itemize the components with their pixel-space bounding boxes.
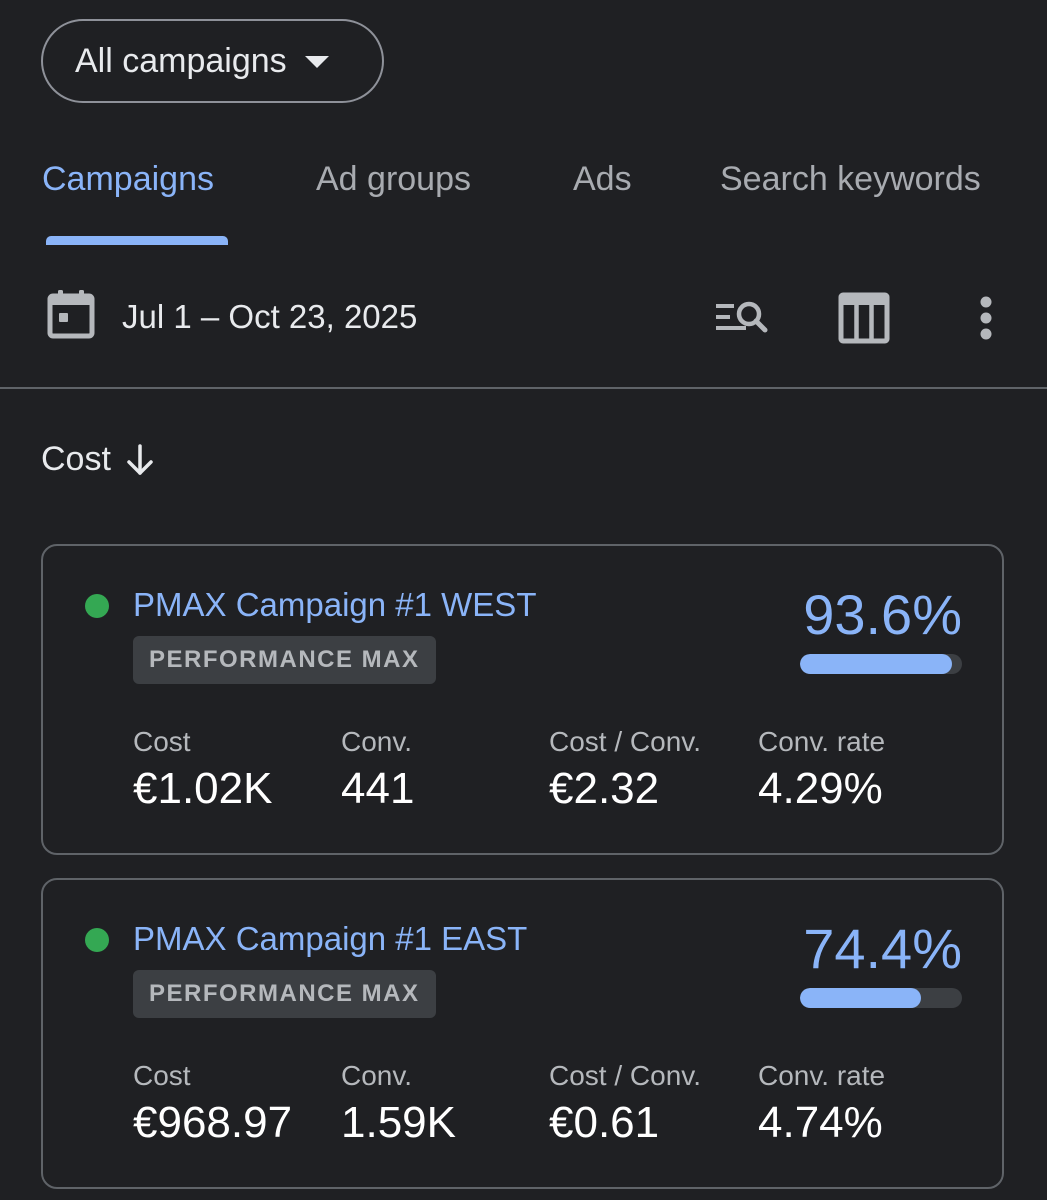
toolbar: Jul 1 – Oct 23, 2025: [0, 280, 1047, 356]
toolbar-divider: [0, 387, 1047, 389]
tab-search-keywords[interactable]: Search keywords: [720, 160, 981, 198]
metric-label: Conv.: [341, 726, 413, 757]
metric-label: Cost: [133, 726, 191, 757]
optimization-score[interactable]: 74.4%: [803, 917, 962, 980]
metric-value: 441: [341, 764, 415, 813]
optimization-score-fill: [800, 988, 921, 1008]
metric-cost: Cost €1.02K: [133, 726, 272, 814]
more-vert-icon[interactable]: [956, 288, 1016, 348]
metric-value: 4.29%: [758, 764, 883, 813]
metric-value: 4.74%: [758, 1098, 883, 1147]
sort-label: Cost: [41, 440, 111, 478]
metric-label: Conv. rate: [758, 726, 886, 757]
metric-value: €0.61: [549, 1098, 660, 1147]
metric-conversions: Conv. 1.59K: [341, 1060, 456, 1148]
metric-label: Cost / Conv.: [549, 1060, 701, 1091]
metric-value: 1.59K: [341, 1098, 456, 1147]
metric-label: Cost / Conv.: [549, 726, 701, 757]
metric-conversion-rate: Conv. rate 4.74%: [758, 1060, 885, 1148]
metric-conversion-rate: Conv. rate 4.29%: [758, 726, 885, 814]
sort-control[interactable]: Cost: [41, 440, 155, 479]
metric-cost: Cost €968.97: [133, 1060, 292, 1148]
columns-icon[interactable]: [834, 288, 894, 348]
campaign-filter-label: All campaigns: [75, 41, 287, 80]
tab-ads[interactable]: Ads: [573, 160, 632, 198]
calendar-icon[interactable]: [46, 288, 96, 340]
active-tab-indicator: [46, 236, 228, 245]
tab-bar: Campaigns Ad groups Ads Search keywords: [0, 140, 1047, 245]
campaign-filter-dropdown[interactable]: All campaigns: [41, 19, 384, 103]
filter-search-icon[interactable]: [712, 288, 772, 348]
metric-conversions: Conv. 441: [341, 726, 414, 814]
metric-value: €968.97: [133, 1098, 293, 1147]
campaign-type-badge: PERFORMANCE MAX: [133, 970, 436, 1018]
campaign-name[interactable]: PMAX Campaign #1 EAST: [133, 920, 528, 957]
dropdown-caret-icon: [304, 56, 329, 68]
metric-cost-per-conversion: Cost / Conv. €2.32: [549, 726, 701, 814]
optimization-score[interactable]: 93.6%: [803, 583, 962, 646]
metric-value: €1.02K: [133, 764, 273, 813]
metric-cost-per-conversion: Cost / Conv. €0.61: [549, 1060, 701, 1148]
campaign-name[interactable]: PMAX Campaign #1 WEST: [133, 586, 537, 623]
arrow-down-icon: [127, 443, 153, 475]
metric-label: Conv.: [341, 1060, 413, 1091]
campaign-card[interactable]: PMAX Campaign #1 EAST PERFORMANCE MAX 74…: [41, 878, 1004, 1189]
campaign-card[interactable]: PMAX Campaign #1 WEST PERFORMANCE MAX 93…: [41, 544, 1004, 855]
optimization-score-fill: [800, 654, 952, 674]
tab-campaigns[interactable]: Campaigns: [42, 160, 214, 198]
campaign-type-badge: PERFORMANCE MAX: [133, 636, 436, 684]
status-enabled-icon: [85, 928, 109, 952]
tab-ad-groups[interactable]: Ad groups: [316, 160, 471, 198]
metric-label: Conv. rate: [758, 1060, 886, 1091]
optimization-score-bar: [800, 988, 962, 1008]
status-enabled-icon: [85, 594, 109, 618]
date-range-label[interactable]: Jul 1 – Oct 23, 2025: [122, 298, 418, 335]
optimization-score-bar: [800, 654, 962, 674]
metric-label: Cost: [133, 1060, 191, 1091]
metric-value: €2.32: [549, 764, 660, 813]
